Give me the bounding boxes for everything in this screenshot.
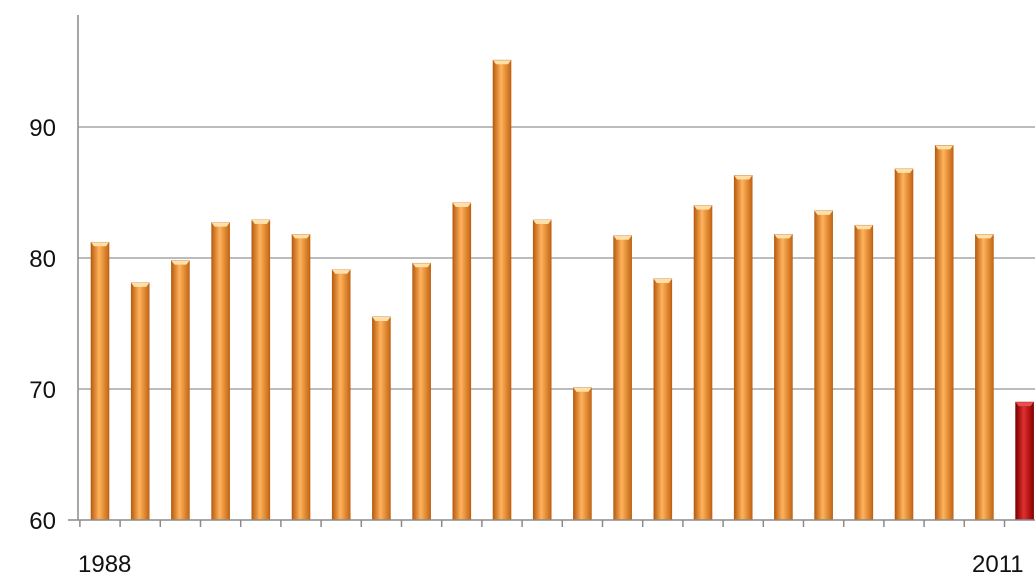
bar-1993 [291, 234, 311, 521]
y-tick-label-60: 60 [29, 508, 56, 535]
bar-2009 [934, 145, 954, 521]
bar-2005 [774, 234, 793, 521]
bar-2000 [573, 387, 592, 521]
bar-1998 [492, 59, 512, 521]
x-tick-label-last: 2011 [972, 551, 1024, 576]
axes [68, 15, 1035, 527]
bar-1988 [90, 241, 110, 521]
bar-1991 [211, 222, 230, 521]
gridlines [78, 126, 1035, 390]
bar-1990 [171, 260, 190, 521]
x-tick-label-first: 1988 [78, 551, 131, 576]
y-axis-tick-labels: 60 70 80 90 [29, 115, 56, 535]
bar-1999 [532, 219, 552, 521]
x-axis-tick-labels: 1988 2011 [78, 551, 1024, 576]
bar-2002 [653, 278, 673, 521]
y-tick-label-80: 80 [29, 246, 56, 273]
bar-1989 [130, 282, 150, 521]
bar-2007 [854, 224, 874, 521]
bar-2006 [814, 210, 833, 521]
bar-1996 [412, 262, 431, 521]
bar-1995 [372, 316, 391, 521]
bars [90, 59, 1034, 521]
bar-2010 [975, 234, 994, 521]
bar-1997 [452, 202, 472, 521]
bar-1994 [331, 269, 351, 521]
bar-2001 [613, 235, 632, 521]
bar-2011 [1015, 401, 1034, 521]
bar-2008 [894, 168, 914, 521]
bar-2004 [733, 175, 753, 521]
y-tick-label-90: 90 [29, 115, 56, 142]
bar-2003 [693, 205, 713, 521]
y-tick-label-70: 70 [29, 377, 56, 404]
bar-1992 [251, 219, 271, 521]
